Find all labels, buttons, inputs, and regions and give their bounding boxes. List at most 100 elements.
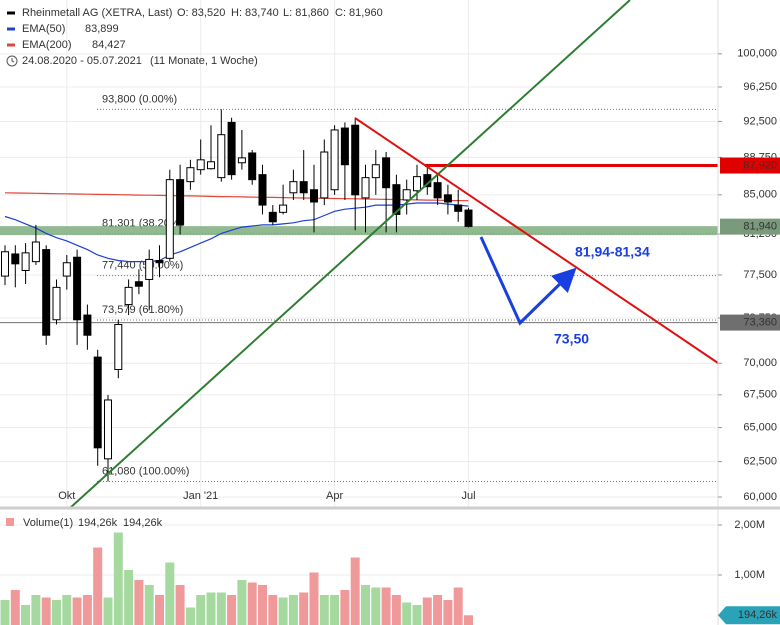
candle-body xyxy=(114,323,123,370)
volume-bar xyxy=(185,607,195,625)
candle-body xyxy=(21,252,30,271)
volume-bar xyxy=(371,587,381,625)
volume-bar xyxy=(124,570,134,625)
volume-bar xyxy=(288,595,298,625)
candle-body xyxy=(104,399,112,460)
volume-bar xyxy=(319,595,329,625)
candle-body xyxy=(155,260,164,264)
level-box xyxy=(720,157,780,174)
ema-line xyxy=(4,202,469,263)
y-tick-label: 65,000 xyxy=(743,421,777,433)
header-value: C: 81,960 xyxy=(335,7,383,19)
candle-body xyxy=(289,181,298,194)
y-tick-label: 70,000 xyxy=(743,357,777,369)
y-tick-label: 1,00M xyxy=(734,569,765,581)
candle-body xyxy=(134,281,143,287)
volume-panel xyxy=(0,524,718,625)
fib-label: 73,579 (61.80%) xyxy=(102,304,183,316)
volume-bar xyxy=(82,595,92,625)
volume-bar xyxy=(0,600,10,625)
legend-swatch xyxy=(6,518,14,526)
candle-body xyxy=(237,157,246,164)
volume-bar xyxy=(350,557,360,625)
axes: 60,00062,50065,00067,50070,00073,75077,5… xyxy=(58,48,780,625)
candle-body xyxy=(165,179,174,259)
volume-bar xyxy=(31,595,41,625)
y-tick-label: 62,500 xyxy=(743,455,777,467)
candle-body xyxy=(62,262,71,277)
legend-value: 84,427 xyxy=(92,39,126,51)
volume-bar xyxy=(144,585,154,625)
volume-bar xyxy=(330,595,340,625)
candle-body xyxy=(31,241,40,263)
candle-body xyxy=(299,181,308,194)
candle-body xyxy=(1,251,9,277)
level-box xyxy=(720,314,780,331)
level-label: 73,360 xyxy=(743,317,777,329)
candle-body xyxy=(464,209,473,227)
fib-label: 93,800 (0.00%) xyxy=(102,93,177,105)
volume-bar xyxy=(165,562,175,625)
y-tick-label: 92,500 xyxy=(743,115,777,127)
y-tick-label: 96,250 xyxy=(743,81,777,93)
current-box xyxy=(718,606,780,625)
candle-body xyxy=(279,204,288,213)
candle-body xyxy=(392,184,401,215)
candle-body xyxy=(196,159,205,171)
volume-bar xyxy=(433,595,443,625)
volume-bar xyxy=(216,592,226,625)
candle-body xyxy=(330,129,339,191)
candle-body xyxy=(361,177,370,199)
candle-body xyxy=(93,356,102,449)
legend-label: EMA(200) xyxy=(22,39,72,51)
candle-body xyxy=(83,314,92,336)
drawings xyxy=(69,0,718,507)
volume-bar xyxy=(278,597,288,625)
volume-bar xyxy=(402,602,412,625)
candle-body xyxy=(433,182,442,199)
volume-bar xyxy=(41,597,51,625)
volume-bar xyxy=(443,600,453,625)
current-label: 194,26k xyxy=(738,609,778,621)
x-tick-label: Okt xyxy=(58,490,75,502)
candle-body xyxy=(268,211,277,223)
volume-bar xyxy=(155,595,164,625)
header-value: H: 83,740 xyxy=(231,7,279,19)
volume-bar xyxy=(21,605,31,625)
candle-body xyxy=(382,157,391,189)
annotation: 73,50 xyxy=(554,331,589,347)
candle-body xyxy=(443,194,452,203)
volume-bar xyxy=(103,597,113,625)
candle-body xyxy=(340,127,349,166)
volume-bar xyxy=(453,587,463,625)
candle-body xyxy=(11,253,20,265)
volume-bar xyxy=(258,585,267,625)
volume-bar xyxy=(340,590,350,625)
volume-title: Volume(1) xyxy=(23,517,73,529)
volume-value: 194,26k xyxy=(78,517,118,529)
legend-value: 83,899 xyxy=(85,23,119,35)
level-label: 87,920 xyxy=(743,159,777,171)
price-panel: 93,800 (0.00%)81,301 (38.20%)77,440 (50.… xyxy=(0,0,718,507)
candle-body xyxy=(227,121,236,176)
candle-body xyxy=(258,174,267,206)
candle-body xyxy=(176,179,185,226)
candle-body xyxy=(310,189,318,203)
candle-body xyxy=(371,164,380,179)
volume-bar xyxy=(247,582,257,625)
volume-bar xyxy=(299,592,309,625)
legend: Rheinmetall AG (XETRA, Last) O: 83,520 H… xyxy=(6,7,383,529)
volume-bar xyxy=(134,580,144,625)
candle-body xyxy=(454,204,463,212)
forecast-arrow xyxy=(479,236,577,326)
volume-bar xyxy=(62,595,72,625)
x-tick-label: Jul xyxy=(461,490,475,502)
x-tick-label: Jan '21 xyxy=(183,490,218,502)
volume-bar xyxy=(227,595,237,625)
volume-bar xyxy=(10,590,20,625)
volume-bar xyxy=(175,585,185,625)
volume-bar xyxy=(412,605,422,625)
candle-body xyxy=(207,161,215,170)
